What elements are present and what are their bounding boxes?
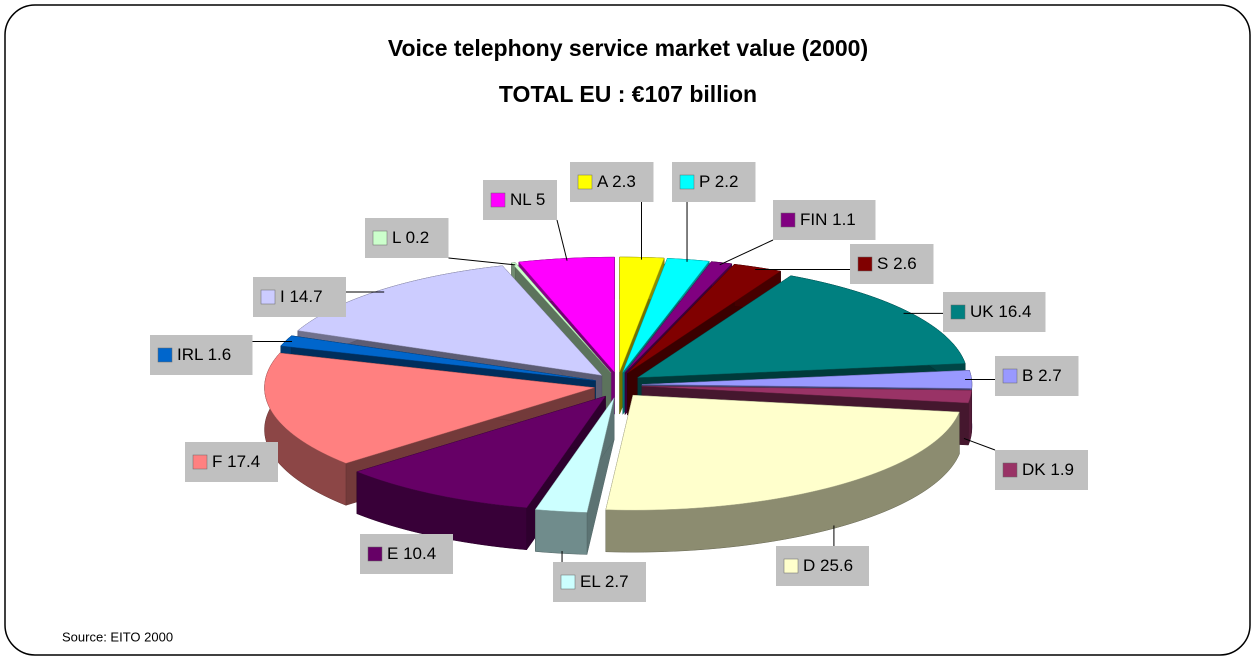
value-label: 2.2 <box>715 172 739 191</box>
leader-line <box>448 257 516 266</box>
label-key <box>857 256 873 272</box>
slice <box>356 395 607 509</box>
category-name: A <box>597 172 609 191</box>
slice-wall <box>535 509 588 555</box>
category-name: UK <box>970 302 994 321</box>
label-key <box>157 347 173 363</box>
slice <box>534 397 615 513</box>
value-label: 1.6 <box>208 345 232 364</box>
category-name: B <box>1022 366 1033 385</box>
data-label: DK 1.9 <box>1022 460 1074 479</box>
value-label: 25.6 <box>820 556 853 575</box>
slice <box>605 394 960 511</box>
data-label: FIN 1.1 <box>800 210 856 229</box>
slice <box>624 261 733 373</box>
label-key <box>192 454 208 470</box>
label-key <box>367 546 383 562</box>
data-label: E 10.4 <box>387 544 436 563</box>
label-key <box>783 558 799 574</box>
data-label: IRL 1.6 <box>177 345 231 364</box>
slice <box>280 335 596 381</box>
data-label: I 14.7 <box>280 287 323 306</box>
label-key <box>1002 462 1018 478</box>
category-name: D <box>803 556 815 575</box>
value-label: 0.2 <box>406 228 430 247</box>
category-name: NL <box>510 190 531 209</box>
value-label: 2.6 <box>893 254 917 273</box>
leader-line <box>963 437 996 451</box>
data-label: S 2.6 <box>877 254 917 273</box>
label-key <box>490 192 506 208</box>
label-key <box>780 212 796 228</box>
data-label: NL 5 <box>510 190 545 209</box>
category-name: FIN <box>800 210 827 229</box>
label-key <box>372 230 388 246</box>
chart-subtitle: TOTAL EU : €107 billion <box>499 81 757 107</box>
value-label: 17.4 <box>227 452 260 471</box>
slice <box>636 275 966 378</box>
category-name: IRL <box>177 345 203 364</box>
pie <box>264 256 973 555</box>
data-label: A 2.3 <box>597 172 636 191</box>
category-name: P <box>699 172 710 191</box>
value-label: 14.7 <box>289 287 322 306</box>
data-label: F 17.4 <box>212 452 260 471</box>
label-key <box>1002 368 1018 384</box>
category-name: E <box>387 544 398 563</box>
leader-line <box>556 219 568 261</box>
label-key <box>260 289 276 305</box>
slice <box>627 263 782 374</box>
data-label: EL 2.7 <box>580 572 629 591</box>
slice <box>264 352 595 464</box>
leader-line <box>719 239 774 266</box>
value-label: 2.7 <box>1038 366 1062 385</box>
source-note: Source: EITO 2000 <box>62 629 173 644</box>
value-label: 2.7 <box>605 572 629 591</box>
label-key <box>950 304 966 320</box>
category-name: EL <box>580 572 600 591</box>
value-label: 1.9 <box>1050 460 1074 479</box>
data-label: B 2.7 <box>1022 366 1062 385</box>
label-key <box>577 174 593 190</box>
value-label: 16.4 <box>998 302 1031 321</box>
value-label: 10.4 <box>403 544 436 563</box>
label-key <box>560 574 576 590</box>
value-label: 1.1 <box>832 210 856 229</box>
chart-title: Voice telephony service market value (20… <box>388 35 868 61</box>
label-key <box>679 174 695 190</box>
data-label: L 0.2 <box>392 228 429 247</box>
category-name: DK <box>1022 460 1046 479</box>
category-name: F <box>212 452 222 471</box>
value-label: 2.3 <box>612 172 636 191</box>
slice <box>641 385 972 404</box>
category-name: L <box>392 228 401 247</box>
data-label: UK 16.4 <box>970 302 1031 321</box>
slice <box>297 265 603 376</box>
slice <box>511 262 612 373</box>
category-name: I <box>280 287 285 306</box>
category-name: S <box>877 254 888 273</box>
value-label: 5 <box>536 190 545 209</box>
data-label: D 25.6 <box>803 556 853 575</box>
data-label: P 2.2 <box>699 172 738 191</box>
slice <box>622 258 710 373</box>
